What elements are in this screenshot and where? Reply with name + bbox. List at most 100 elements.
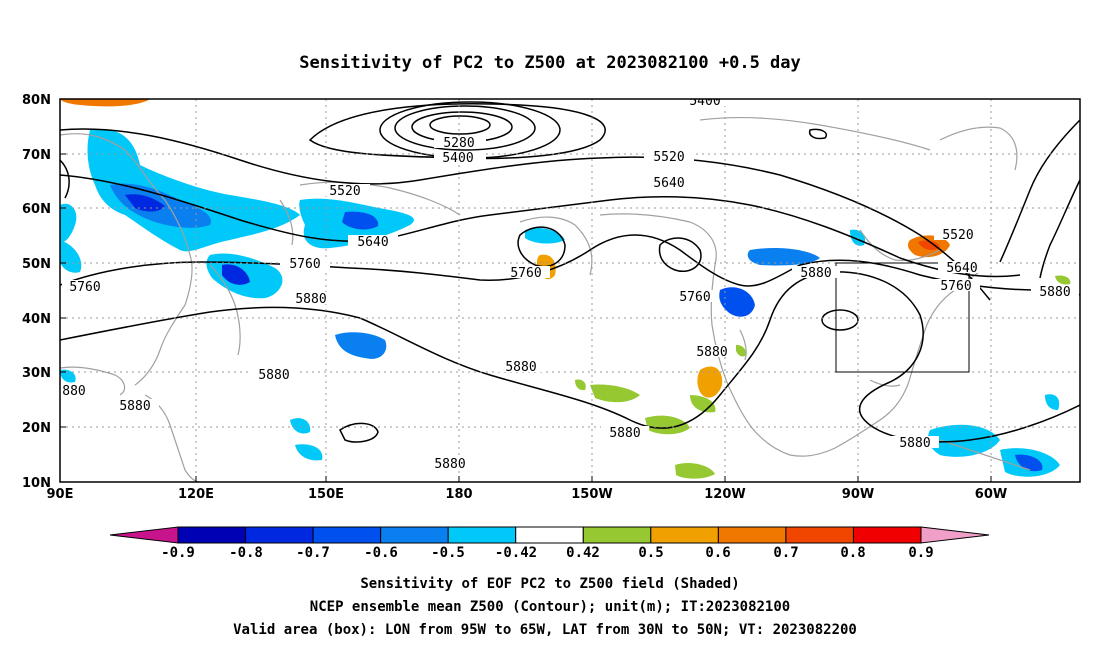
sensitivity-shading — [60, 99, 1071, 479]
lat-label: 20N — [22, 421, 51, 436]
contour-label: 5400 — [689, 94, 720, 109]
coast-japan — [209, 264, 241, 356]
coast-central-america — [789, 377, 911, 457]
coast-baja — [739, 329, 747, 361]
pos-region-subtropic-1 — [590, 384, 640, 403]
pos-spot-2 — [575, 379, 586, 391]
contour-atlantic-1 — [999, 119, 1080, 263]
contour-label: 5880 — [696, 345, 727, 360]
colorbar-box — [177, 526, 247, 544]
contour-low-3 — [394, 105, 536, 151]
lat-label: 70N — [22, 148, 51, 163]
contour-5760 — [60, 234, 1080, 296]
coast-indochina — [60, 366, 126, 396]
contour-edge-west — [60, 159, 70, 199]
contour-canada-loop — [658, 237, 702, 272]
lon-label: 90W — [842, 487, 874, 502]
longitude-labels: 90E 120E 150E 180 150W 120W 90W 60W — [47, 487, 1008, 502]
contour-low-inner — [429, 115, 491, 135]
contour-label: 5880 — [609, 426, 640, 441]
neg-core-atlantic — [1015, 454, 1043, 472]
pos-core-labrador — [918, 240, 940, 250]
coast-east-asia — [60, 133, 193, 386]
caption-line-1: Sensitivity of EOF PC2 to Z500 field (Sh… — [360, 576, 739, 592]
contour-label: 5880 — [505, 360, 536, 375]
contour-label: 5640 — [946, 261, 977, 276]
lat-label: 80N — [22, 93, 51, 108]
contour-label: 5640 — [653, 176, 684, 191]
contour-label: 5880 — [899, 436, 930, 451]
pos-region-north-edge — [60, 99, 150, 107]
lat-label: 60N — [22, 202, 51, 217]
colorbar-label: 0.7 — [773, 545, 798, 561]
neg-spot-1 — [290, 418, 311, 434]
colorbar-label: -0.5 — [431, 545, 465, 561]
neg-region-pacific-nw — [719, 287, 755, 317]
pos-region-subtropic-3 — [675, 463, 715, 479]
colorbar-box — [785, 526, 854, 544]
coast-florida — [869, 379, 901, 387]
valid-area-box — [835, 262, 970, 373]
coast-philippines — [144, 394, 201, 482]
lon-label: 120E — [178, 487, 214, 502]
pos-spot-3 — [1055, 275, 1071, 285]
figure-title: Sensitivity of PC2 to Z500 at 2023082100… — [299, 53, 801, 73]
coast-sakhalin — [279, 199, 294, 246]
contour-label: 5880 — [1039, 285, 1070, 300]
contour-5520 — [60, 128, 991, 301]
contour-label: 5880 — [295, 292, 326, 307]
colorbar-label: 0.8 — [840, 545, 865, 561]
contour-5880 — [60, 271, 1080, 443]
neg-max-west-pacific — [125, 194, 165, 212]
gridlines — [60, 99, 1080, 482]
colorbar-label: -0.8 — [229, 545, 263, 561]
lat-label: 50N — [22, 257, 51, 272]
colorbar-over-triangle — [920, 526, 990, 544]
lon-label: 150W — [571, 487, 612, 502]
colorbar-label: -0.7 — [296, 545, 330, 561]
colorbar-labels: -0.9 -0.8 -0.7 -0.6 -0.5 -0.42 0.42 0.5 … — [161, 545, 934, 561]
contour-label: 5880 — [800, 266, 831, 281]
colorbar: -0.9 -0.8 -0.7 -0.6 -0.5 -0.42 0.42 0.5 … — [109, 526, 990, 561]
map-background — [60, 99, 1080, 482]
lat-label: 10N — [22, 476, 51, 491]
latitude-labels: 80N 70N 60N 50N 40N 30N 20N 10N — [22, 93, 51, 491]
contour-label: 5280 — [443, 136, 474, 151]
contour-label: 5880 — [119, 399, 150, 414]
neg-spot-3 — [60, 369, 76, 383]
coast-alaska — [519, 216, 593, 276]
contour-small-arctic — [808, 128, 827, 140]
colorbar-box — [312, 526, 382, 544]
contour-label: 5760 — [69, 280, 100, 295]
colorbar-box — [447, 526, 517, 544]
colorbar-box — [717, 526, 787, 544]
contour-label: 5880 — [258, 368, 289, 383]
colorbar-boxes — [177, 526, 922, 544]
contour-atlantic-2 — [1039, 179, 1080, 279]
colorbar-box — [582, 526, 652, 544]
neg-core-kamchatka — [342, 211, 379, 230]
colorbar-box — [245, 526, 314, 544]
colorbar-label: -0.9 — [161, 545, 195, 561]
neg-core-japan — [222, 264, 250, 285]
neg-spot-4 — [1045, 394, 1060, 410]
colorbar-label: -0.6 — [364, 545, 398, 561]
contour-label: 5520 — [942, 228, 973, 243]
contour-label: 5520 — [329, 184, 360, 199]
coast-arctic-canada — [699, 116, 931, 151]
pos-region-subtropic-2 — [645, 415, 690, 435]
contour-label: 880 — [62, 384, 85, 399]
neg-spot-2 — [295, 444, 323, 461]
colorbar-box — [852, 526, 922, 544]
contour-small-high — [339, 422, 379, 443]
neg-region-west-pacific — [87, 129, 301, 252]
neg-region-canada — [747, 247, 820, 266]
pos-spot-1 — [735, 344, 746, 357]
colorbar-label: 0.9 — [908, 545, 933, 561]
lat-label: 40N — [22, 312, 51, 327]
contour-high-us — [821, 309, 859, 331]
colorbar-label: -0.42 — [495, 545, 537, 561]
coast-canada-west — [599, 213, 717, 266]
lon-label: 180 — [445, 487, 472, 502]
contour-label: 5400 — [442, 151, 473, 166]
